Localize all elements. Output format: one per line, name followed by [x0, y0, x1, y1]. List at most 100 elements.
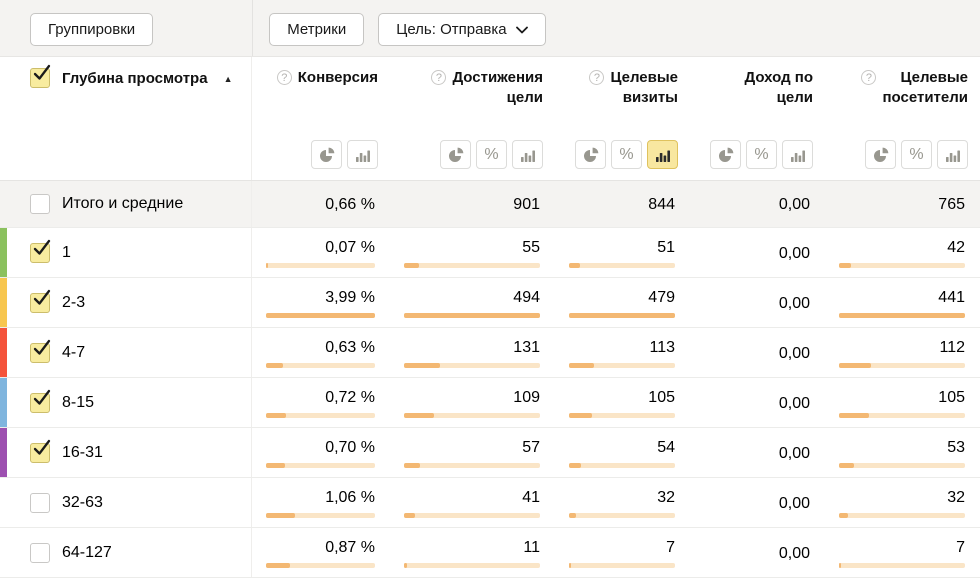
row-label-cell: 1: [0, 228, 252, 277]
row-checkbox[interactable]: [30, 194, 50, 214]
column-header-goal-reaches[interactable]: ? Достижения цели: [431, 68, 543, 108]
pie-chart-view-toggle[interactable]: [710, 140, 741, 169]
value-bar-fill: [569, 313, 675, 318]
value-bar: [839, 313, 965, 318]
row-checkbox[interactable]: [30, 542, 50, 563]
row-checkbox[interactable]: [30, 389, 51, 413]
column-header-goal-users[interactable]: ? Целевые посетители: [861, 68, 968, 108]
sort-ascending-icon[interactable]: ▲: [223, 74, 233, 84]
percent-chart-view-toggle[interactable]: %: [476, 140, 507, 169]
bar-icon: [945, 150, 960, 162]
select-all-checkbox[interactable]: [30, 64, 51, 88]
help-icon[interactable]: ?: [589, 70, 605, 85]
groupings-button-label: Группировки: [48, 21, 136, 38]
help-icon[interactable]: ?: [276, 70, 292, 85]
value-bar: [839, 513, 965, 518]
value-bar: [404, 313, 540, 318]
pie-chart-view-toggle[interactable]: [865, 140, 896, 169]
metric-cell: 0,72 %: [252, 378, 390, 427]
dimension-title[interactable]: Глубина просмотра: [62, 70, 208, 87]
table-row: 1 0,07 % 55 51 0,00 42: [0, 228, 980, 278]
metric-cell: 1,06 %: [252, 478, 390, 527]
pie-chart-view-toggle[interactable]: [311, 140, 342, 169]
row-color-marker: [0, 528, 7, 577]
display-mode-switch: %: [440, 140, 543, 169]
metric-cell: 0,00: [690, 181, 825, 227]
metric-cell: 0,70 %: [252, 428, 390, 477]
value-bar-fill: [404, 263, 420, 268]
metric-cell: 0,66 %: [252, 181, 390, 227]
toolbar-divider: [252, 0, 253, 56]
row-label: 16-31: [62, 443, 103, 461]
metric-cell: 55: [390, 228, 555, 277]
row-label-cell: 8-15: [0, 378, 252, 427]
metric-cell: 41: [390, 478, 555, 527]
row-checkbox[interactable]: [30, 239, 51, 263]
help-icon[interactable]: ?: [861, 70, 877, 85]
row-checkbox[interactable]: [30, 492, 50, 513]
row-color-marker: [0, 378, 7, 427]
row-checkbox[interactable]: [30, 289, 51, 313]
value-bar: [839, 363, 965, 368]
row-label-cell: 2-3: [0, 278, 252, 327]
metric-value: 0,00: [778, 444, 810, 462]
percent-chart-view-toggle[interactable]: %: [611, 140, 642, 169]
metric-cell: 131: [390, 328, 555, 377]
value-bar-fill: [266, 363, 284, 368]
value-bar-fill: [404, 313, 540, 318]
value-bar: [569, 513, 675, 518]
table-row: 32-63 1,06 % 41 32 0,00 32: [0, 478, 980, 528]
metric-value: 112: [939, 339, 965, 356]
bar-chart-view-toggle[interactable]: [782, 140, 813, 169]
row-checkbox[interactable]: [30, 439, 51, 463]
metric-value: 844: [648, 196, 675, 213]
column-goal-visits: ? Целевые визиты%: [555, 57, 690, 180]
help-icon[interactable]: ?: [431, 70, 447, 85]
metric-value: 0,70 %: [325, 439, 375, 456]
goal-selector-button[interactable]: Цель: Отправка: [378, 13, 546, 46]
metrics-button[interactable]: Метрики: [269, 13, 365, 46]
metric-value: 42: [947, 239, 965, 256]
column-header-conversion[interactable]: ? Конверсия: [276, 68, 378, 88]
row-checkbox[interactable]: [30, 339, 51, 363]
value-bar: [404, 413, 540, 418]
pie-chart-view-toggle[interactable]: [440, 140, 471, 169]
row-label: 32-63: [62, 493, 103, 511]
metric-cell: 32: [825, 478, 980, 527]
bar-chart-view-toggle[interactable]: [347, 140, 378, 169]
value-bar-fill: [569, 563, 571, 568]
value-bar: [839, 413, 965, 418]
metric-cell: 0,00: [690, 428, 825, 477]
value-bar: [404, 463, 540, 468]
bar-chart-view-toggle[interactable]: [647, 140, 678, 169]
value-bar: [569, 563, 675, 568]
metric-cell: 494: [390, 278, 555, 327]
value-bar-fill: [839, 363, 871, 368]
metric-cell: 105: [825, 378, 980, 427]
display-mode-switch: [311, 140, 378, 169]
column-header-goal-revenue[interactable]: Доход по цели: [744, 68, 813, 108]
row-label-cell: 16-31: [0, 428, 252, 477]
column-title: Целевые посетители: [882, 69, 968, 106]
percent-chart-view-toggle[interactable]: %: [901, 140, 932, 169]
percent-chart-view-toggle[interactable]: %: [746, 140, 777, 169]
metric-value: 41: [522, 489, 540, 506]
pie-icon: [873, 147, 888, 162]
bar-chart-view-toggle[interactable]: [937, 140, 968, 169]
bar-icon: [790, 150, 805, 162]
groupings-button[interactable]: Группировки: [30, 13, 154, 46]
metric-cell: 0,00: [690, 528, 825, 577]
totals-row: Итого и средние 0,66 % 901 844 0,00 765: [0, 181, 980, 228]
metric-cell: 51: [555, 228, 690, 277]
column-header-goal-visits[interactable]: ? Целевые визиты: [589, 68, 678, 108]
bar-chart-view-toggle[interactable]: [512, 140, 543, 169]
metric-value: 0,63 %: [325, 339, 375, 356]
metric-value: 11: [523, 539, 540, 556]
value-bar-fill: [266, 463, 286, 468]
bar-icon: [520, 150, 535, 162]
value-bar-fill: [839, 513, 849, 518]
pie-chart-view-toggle[interactable]: [575, 140, 606, 169]
metric-value: 0,00: [778, 544, 810, 562]
bar-icon: [355, 150, 370, 162]
